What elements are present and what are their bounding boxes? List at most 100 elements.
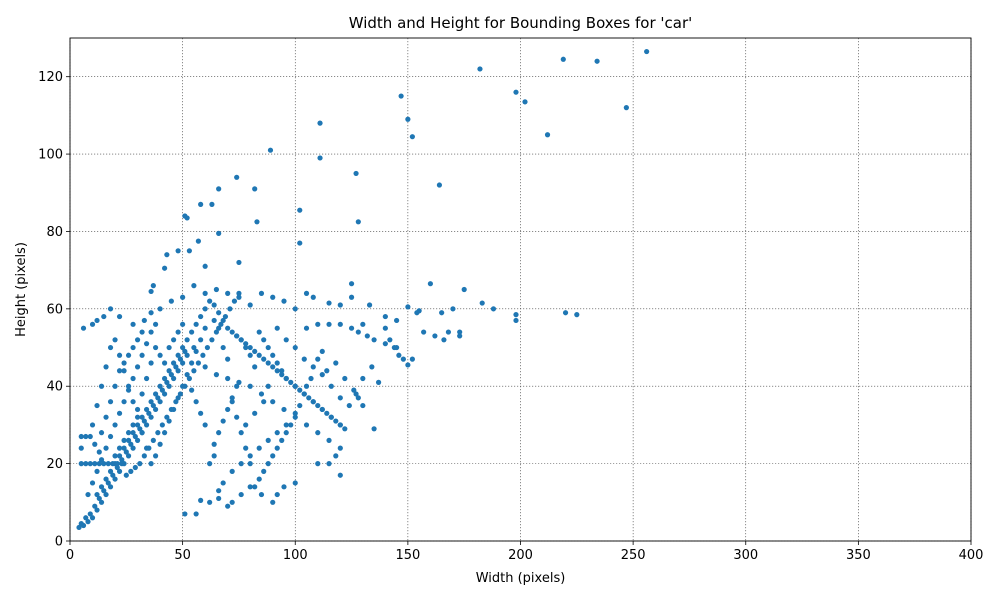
data-point: [220, 317, 226, 324]
data-point: [405, 362, 411, 368]
data-point: [360, 321, 366, 327]
data-point: [171, 375, 177, 382]
data-point: [288, 379, 294, 385]
data-point: [125, 437, 132, 443]
data-point: [283, 430, 289, 436]
data-point: [202, 364, 208, 370]
data-point: [119, 457, 125, 463]
data-point: [180, 294, 186, 300]
data-point: [175, 352, 181, 358]
data-point: [148, 310, 154, 316]
data-point: [439, 310, 445, 316]
data-point: [310, 399, 316, 405]
data-point: [125, 453, 132, 459]
data-point: [92, 503, 98, 509]
data-point: [96, 449, 102, 455]
data-point: [236, 259, 242, 266]
data-point: [103, 364, 109, 370]
data-point: [243, 422, 249, 428]
data-point: [274, 368, 280, 374]
data-point: [544, 132, 551, 138]
data-point: [171, 360, 177, 366]
data-point: [477, 66, 483, 72]
data-point: [236, 290, 242, 296]
data-point: [216, 230, 222, 236]
data-point: [152, 453, 159, 459]
data-point: [369, 364, 375, 370]
data-point: [211, 441, 217, 447]
data-point: [193, 399, 199, 405]
data-point: [116, 453, 123, 459]
data-point: [83, 515, 89, 521]
data-point: [247, 461, 253, 467]
data-point: [162, 375, 168, 382]
data-point: [198, 337, 204, 343]
data-point: [193, 511, 199, 517]
data-point: [256, 352, 262, 358]
data-point: [394, 317, 400, 324]
data-point: [112, 476, 118, 482]
data-point: [387, 337, 393, 343]
data-point: [225, 406, 231, 413]
data-point: [394, 344, 400, 351]
data-point: [337, 395, 343, 401]
data-point: [594, 58, 600, 64]
data-point: [306, 395, 312, 401]
data-point: [236, 379, 242, 385]
data-point: [128, 441, 134, 447]
data-point: [85, 491, 91, 498]
data-point: [479, 300, 485, 306]
data-point: [216, 495, 222, 502]
data-point: [382, 325, 388, 331]
data-point: [198, 410, 204, 416]
data-point: [89, 422, 96, 428]
data-point: [139, 352, 145, 358]
data-point: [139, 391, 145, 397]
data-point: [198, 313, 204, 320]
data-point: [270, 364, 276, 370]
data-point: [346, 402, 352, 409]
data-point: [207, 461, 213, 467]
data-point: [98, 484, 105, 490]
data-point: [562, 310, 569, 316]
data-point: [261, 399, 267, 405]
data-point: [326, 300, 332, 306]
data-point: [202, 306, 208, 312]
data-point: [229, 499, 235, 505]
data-point: [148, 399, 154, 405]
data-point: [152, 321, 159, 327]
data-point: [87, 511, 93, 517]
data-point: [189, 329, 195, 335]
data-point: [107, 344, 114, 351]
data-point: [121, 399, 127, 405]
data-point: [78, 520, 84, 527]
data-point: [324, 410, 330, 416]
x-tick-label: 200: [508, 548, 533, 563]
data-point: [560, 56, 566, 62]
data-point: [209, 201, 215, 207]
data-point: [258, 391, 265, 397]
data-point: [121, 437, 127, 443]
data-point: [193, 321, 199, 327]
x-tick-label: 50: [174, 548, 191, 563]
data-point: [134, 337, 141, 343]
data-point: [288, 422, 294, 428]
data-point: [101, 461, 107, 467]
data-point: [283, 337, 289, 343]
data-point: [238, 337, 244, 343]
data-point: [265, 437, 271, 443]
data-point: [267, 147, 274, 153]
data-point: [297, 207, 303, 213]
data-point: [132, 433, 138, 440]
data-point: [143, 406, 150, 413]
data-point: [220, 418, 226, 424]
data-point: [382, 341, 388, 347]
data-point: [333, 360, 339, 366]
data-point: [247, 383, 253, 389]
data-point: [130, 430, 136, 436]
data-point: [134, 414, 141, 420]
data-point: [351, 387, 357, 393]
data-point: [222, 313, 229, 320]
data-point: [355, 329, 361, 335]
data-point: [164, 379, 170, 385]
